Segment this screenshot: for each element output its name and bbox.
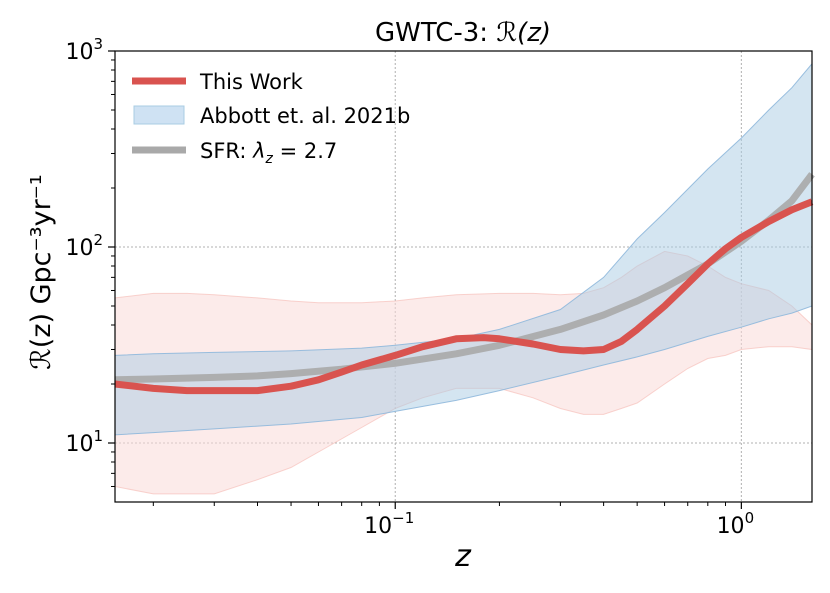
legend-swatch-abbott xyxy=(133,105,185,125)
x-tick-label: 100 xyxy=(717,509,755,539)
y-tick-label: 103 xyxy=(65,35,103,65)
this-work-line xyxy=(114,198,814,395)
y-tick-label: 101 xyxy=(65,427,103,457)
x-tick-label: 10−1 xyxy=(364,509,414,539)
legend: This Work Abbott et. al. 2021b SFR: λz =… xyxy=(132,70,410,167)
chart-title: GWTC-3: ℛ(z) xyxy=(375,18,551,48)
series-lines xyxy=(114,172,815,395)
legend-label-this-work: This Work xyxy=(199,70,304,94)
confidence-bands xyxy=(114,62,813,495)
y-axis-label: ℛ(z) Gpc⁻³yr⁻¹ xyxy=(26,174,57,370)
axis-ticks: 101 102 103 10−1 100 xyxy=(65,35,754,539)
x-axis-label: z xyxy=(454,539,472,574)
y-tick-label: 102 xyxy=(65,231,103,261)
plot-frame xyxy=(114,50,813,503)
legend-label-sfr: SFR: λz = 2.7 xyxy=(200,139,337,167)
legend-label-abbott: Abbott et. al. 2021b xyxy=(200,104,410,128)
